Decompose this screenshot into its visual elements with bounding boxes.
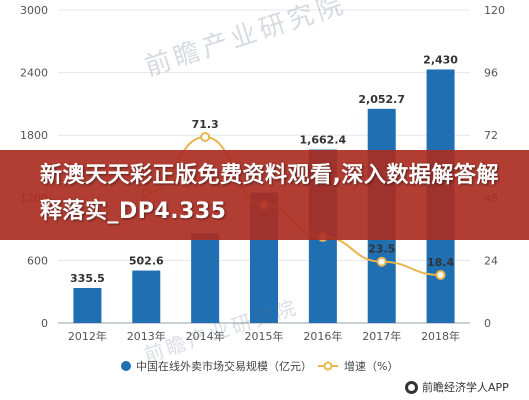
x-tick-label: 2015年 — [245, 329, 284, 343]
right-tick-label: 0 — [484, 317, 491, 330]
growth-value-label: 18.4 — [427, 256, 454, 269]
growth-point — [200, 132, 211, 143]
legend: 中国在线外卖市场交易规模（亿元） 增速（%） — [121, 359, 398, 373]
growth-value-label: 71.3 — [192, 118, 219, 131]
bar-value-label: 335.5 — [70, 272, 105, 285]
x-tick-label: 2014年 — [186, 329, 225, 343]
bar-value-label: 1,662.4 — [300, 134, 347, 147]
x-tick-label: 2013年 — [127, 329, 166, 343]
left-tick-label: 2400 — [20, 67, 48, 80]
right-tick-label: 24 — [484, 254, 498, 267]
right-tick-label: 72 — [484, 129, 498, 142]
x-tick-label: 2018年 — [421, 329, 460, 343]
x-tick-label: 2012年 — [68, 329, 107, 343]
growth-point — [435, 270, 446, 281]
legend-line-label: 增速（%） — [344, 359, 398, 373]
bar-value-label: 502.6 — [129, 255, 164, 268]
credit-text: 前瞻经济学人APP — [422, 381, 509, 394]
bar — [191, 233, 220, 323]
x-tick-label: 2017年 — [362, 329, 401, 343]
legend-line-dot — [323, 361, 333, 371]
growth-value-label: 23.5 — [368, 243, 395, 256]
overlay-headline: 新澳天天彩正版免费资料观看,深入数据解答解释落实_DP4.335 — [40, 163, 499, 224]
x-axis: 2012年 2013年 2014年 2015年 2016年 2017年 2018年 — [68, 329, 460, 343]
bar-value-label: 2,430 — [423, 53, 458, 66]
right-tick-label: 96 — [484, 67, 498, 80]
source-credit: 前瞻经济学人APP — [405, 379, 509, 395]
overlay-banner — [0, 150, 529, 240]
legend-bar-label: 中国在线外卖市场交易规模（亿元） — [136, 359, 312, 373]
bar — [132, 270, 161, 323]
left-tick-label: 3000 — [20, 4, 48, 17]
left-tick-label: 0 — [41, 317, 48, 330]
x-tick-label: 2016年 — [303, 329, 342, 343]
right-tick-label: 120 — [484, 4, 505, 17]
bar — [73, 287, 102, 323]
left-tick-label: 600 — [27, 254, 48, 267]
left-tick-label: 1800 — [20, 129, 48, 142]
brand-logo-icon — [405, 380, 418, 394]
growth-point — [376, 256, 387, 267]
legend-bar-marker — [121, 361, 131, 371]
bar-value-label: 2,052.7 — [358, 93, 405, 106]
